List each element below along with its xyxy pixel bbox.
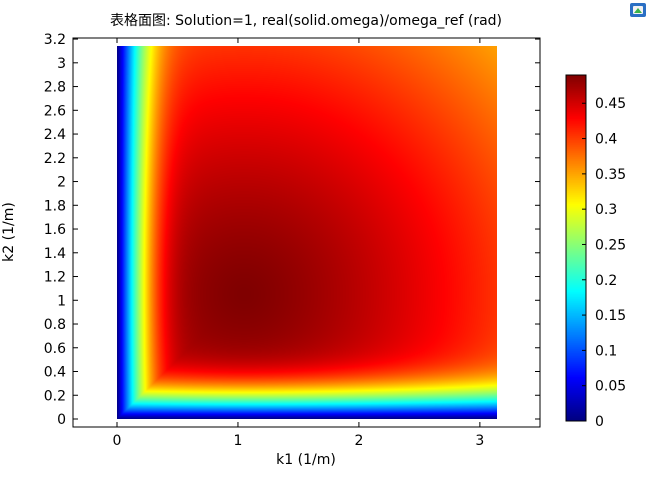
colorbar-tick-label: 0.1 [595,343,617,359]
colorbar-tick-label: 0.4 [595,132,617,148]
colorbar-tick-label: 0 [595,414,604,430]
colorbar-container [566,75,586,421]
x-tick-label: 0 [113,433,122,449]
y-tick-label: 2.8 [44,80,66,96]
colorbar-tick-label: 0.05 [595,379,626,395]
colorbar-tick-label: 0.2 [595,273,617,289]
y-tick-label: 1.8 [44,198,66,214]
y-tick-label: 0 [57,412,66,428]
colorbar-tick-label: 0.15 [595,308,626,324]
colorbar: 0 0.05 0.1 0.15 0.2 0.25 0.3 0.35 0.4 0.45 [565,74,626,430]
colorbar-tick-label: 0.3 [595,202,617,218]
y-tick-label: 1.4 [44,246,66,262]
colorbar-tick-label: 0.35 [595,167,626,183]
y-tick-label: 3 [57,56,66,72]
comsol-plot-icon[interactable] [629,2,647,18]
colorbar-tick-label: 0.25 [595,237,626,253]
colorbar-tick-label: 0.45 [595,96,626,112]
x-axis-title: k1 (1/m) [276,452,336,468]
y-tick-label: 0.6 [44,341,66,357]
y-axis-title: k2 (1/m) [1,202,17,262]
y-tick-label: 2.4 [44,127,66,143]
x-tick-label: 3 [475,433,484,449]
colorbar-frame [565,74,587,422]
y-axis: 0 0.2 0.4 0.6 0.8 1 1.2 1.4 1.6 1.8 2 2.2 2.4 2.6 2.8 3… [44,32,540,428]
x-tick-label: 1 [233,433,242,449]
comsol-plot-icon-graphic [630,3,646,17]
y-tick-label: 0.8 [44,317,66,333]
x-tick-label: 2 [354,433,363,449]
y-tick-label: 2 [57,175,66,191]
y-tick-label: 1 [57,293,66,309]
heatmap-area [117,46,497,419]
y-tick-label: 2.2 [44,151,66,167]
colorbar-ticks: 0 0.05 0.1 0.15 0.2 0.25 0.3 0.35 0.4 0.45 [582,96,626,430]
y-tick-label: 2.6 [44,103,66,119]
plot-frame [72,37,541,428]
chart-title: 表格面图: Solution=1, real(solid.omega)/omeg… [110,13,502,29]
y-tick-label: 1.6 [44,222,66,238]
heatmap-container [117,46,497,419]
y-tick-label: 1.2 [44,270,66,286]
colorbar-gradient [566,75,586,421]
y-tick-label: 0.2 [44,388,66,404]
heatmap-canvas [117,46,497,419]
y-tick-label: 0.4 [44,365,66,381]
x-axis: 0 1 2 3 [113,38,484,449]
y-tick-label: 3.2 [44,32,66,48]
